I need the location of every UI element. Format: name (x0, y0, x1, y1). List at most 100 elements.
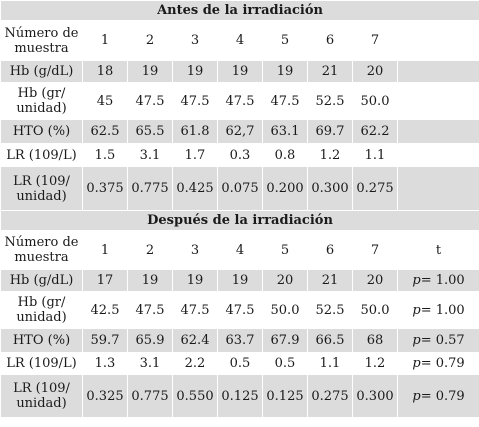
p-symbol: p (412, 388, 421, 404)
table-cell: 50.0 (352, 291, 398, 329)
table-row: LR (109/L) 1.3 3.1 2.2 0.5 0.5 1.1 1.2 p= 0.79 (0, 352, 479, 375)
row-label: LR (109/unidad) (0, 166, 83, 211)
table-cell: 0.5 (217, 352, 263, 375)
table-cell: 0.125 (217, 374, 263, 418)
table-cell: 19 (172, 60, 218, 83)
table-cell: 0.275 (307, 374, 353, 418)
sample-number: 7 (352, 230, 398, 270)
label-line: unidad) (16, 396, 67, 411)
table-row: LR (109/L) 1.5 3.1 1.7 0.3 0.8 1.2 1.1 (0, 143, 479, 167)
row-label: LR (109/L) (0, 352, 83, 375)
p-symbol: p (412, 333, 421, 348)
p-value-number: = 1.00 (420, 302, 465, 318)
table-cell: 62.2 (352, 119, 398, 144)
table-cell: 42.5 (82, 291, 128, 329)
table-cell: 20 (352, 60, 398, 83)
table-cell: 1.2 (307, 143, 353, 167)
table-cell: 19 (127, 60, 173, 83)
sample-number: 2 (127, 20, 173, 61)
table-cell: 62.4 (172, 328, 218, 353)
table-cell: 63.1 (262, 119, 308, 144)
table-cell: 0.775 (127, 374, 173, 418)
table-cell: 21 (307, 60, 353, 83)
table-cell: 47.5 (127, 82, 173, 120)
table-cell: 0.300 (352, 374, 398, 418)
table-cell: 0.300 (307, 166, 353, 211)
p-value: p= 1.00 (396, 291, 479, 329)
header-label: Número de muestra (0, 230, 83, 270)
irradiation-table: Antes de la irradiación Número de muestra 1… (0, 0, 479, 418)
row-label: LR (109/unidad) (0, 374, 83, 418)
table-cell: 0.550 (172, 374, 218, 418)
table-cell: 47.5 (172, 291, 218, 329)
table-cell: 66.5 (307, 328, 353, 353)
table-cell: 0.375 (82, 166, 128, 211)
row-extra (396, 119, 479, 144)
row-extra (396, 60, 479, 83)
header-row: Número de muestra 1 2 3 4 5 6 7 (0, 20, 479, 61)
table-cell: 1.7 (172, 143, 218, 167)
p-symbol: p (412, 273, 421, 288)
table-cell: 0.8 (262, 143, 308, 167)
row-label: LR (109/L) (0, 143, 83, 167)
table-cell: 45 (82, 82, 128, 120)
sample-number: 2 (127, 230, 173, 270)
table-cell: 59.7 (82, 328, 128, 353)
header-row: Número de muestra 1 2 3 4 5 6 7 t (0, 230, 479, 270)
table-cell: 65.9 (127, 328, 173, 353)
row-extra (396, 143, 479, 167)
row-label: HTO (%) (0, 328, 83, 353)
section-title-row: Antes de la irradiación (0, 0, 479, 21)
table-cell: 21 (307, 269, 353, 292)
table-cell: 1.5 (82, 143, 128, 167)
table-cell: 61.8 (172, 119, 218, 144)
table-cell: 47.5 (172, 82, 218, 120)
label-line: Hb (gr/ (17, 86, 66, 101)
table-row: HTO (%) 62.5 65.5 61.8 62,7 63.1 69.7 62.2 (0, 119, 479, 144)
table-row: Hb (g/dL) 17 19 19 19 20 21 20 p= 1.00 (0, 269, 479, 292)
p-value: p= 0.79 (396, 352, 479, 375)
table-cell: 69.7 (307, 119, 353, 144)
p-symbol: p (412, 302, 421, 318)
table-cell: 0.775 (127, 166, 173, 211)
table-cell: 65.5 (127, 119, 173, 144)
p-value: p= 0.79 (396, 374, 479, 418)
table-cell: 1.1 (307, 352, 353, 375)
sample-number: 5 (262, 20, 308, 61)
row-label: Hb (gr/unidad) (0, 82, 83, 120)
row-label: HTO (%) (0, 119, 83, 144)
p-value-number: = 0.79 (420, 388, 465, 404)
label-line: unidad) (16, 188, 67, 204)
table-cell: 52.5 (307, 291, 353, 329)
table-cell: 50.0 (352, 82, 398, 120)
row-label: Hb (g/dL) (0, 60, 83, 83)
table-cell: 62.5 (82, 119, 128, 144)
table-cell: 63.7 (217, 328, 263, 353)
sample-number: 1 (82, 20, 128, 61)
sample-number: 1 (82, 230, 128, 270)
table-cell: 0.125 (262, 374, 308, 418)
p-symbol: p (412, 356, 421, 371)
label-line: muestra (14, 250, 69, 265)
table-cell: 3.1 (127, 352, 173, 375)
row-extra (396, 82, 479, 120)
section-title: Después de la irradiación (0, 210, 479, 231)
table-cell: 20 (262, 269, 308, 292)
p-value: p= 0.57 (396, 328, 479, 353)
table-cell: 2.2 (172, 352, 218, 375)
table-cell: 62,7 (217, 119, 263, 144)
label-line: Número de (4, 235, 79, 250)
header-extra: t (396, 230, 479, 270)
table-cell: 47.5 (127, 291, 173, 329)
table-cell: 19 (127, 269, 173, 292)
row-extra (396, 166, 479, 211)
label-line: unidad) (16, 310, 67, 325)
table-cell: 0.325 (82, 374, 128, 418)
row-label: Hb (g/dL) (0, 269, 83, 292)
table-cell: 19 (172, 269, 218, 292)
label-line: LR (109/ (13, 173, 70, 189)
label-line: Número de (4, 25, 79, 41)
table-cell: 17 (82, 269, 128, 292)
header-label: Número de muestra (0, 20, 83, 61)
table-row: HTO (%) 59.7 65.9 62.4 63.7 67.9 66.5 68 p= 0.57 (0, 328, 479, 353)
